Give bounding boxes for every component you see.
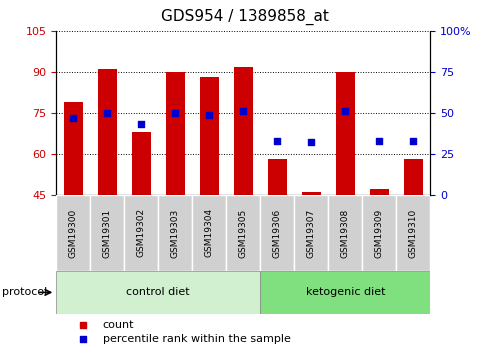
Bar (260, 271, 429, 314)
Bar (132, 132, 150, 195)
Point (69, 115, 77, 121)
Text: GSM19303: GSM19303 (170, 208, 180, 257)
Text: GSM19309: GSM19309 (374, 208, 383, 257)
Text: percentile rank within the sample: percentile rank within the sample (102, 334, 290, 344)
Point (341, 109, 348, 114)
Text: GSM19300: GSM19300 (69, 208, 78, 257)
Bar (233, 67, 252, 195)
Bar (90, 195, 124, 271)
Bar (294, 195, 327, 271)
Bar (327, 195, 362, 271)
Bar (226, 195, 260, 271)
Bar (301, 192, 320, 195)
Bar (267, 159, 286, 195)
Bar (260, 195, 294, 271)
Text: GSM19302: GSM19302 (137, 208, 145, 257)
Point (171, 110, 179, 116)
Bar (335, 72, 354, 195)
Bar (369, 189, 388, 195)
Text: GSM19301: GSM19301 (102, 208, 112, 257)
Bar (395, 195, 429, 271)
Point (79, 322, 87, 328)
Point (375, 138, 383, 144)
Point (79, 336, 87, 341)
Point (137, 122, 145, 127)
Text: GSM19306: GSM19306 (272, 208, 281, 257)
Text: count: count (102, 320, 134, 330)
Text: GSM19307: GSM19307 (306, 208, 315, 257)
Bar (98, 69, 116, 195)
Text: GSM19304: GSM19304 (204, 208, 213, 257)
Point (239, 109, 246, 114)
Text: protocol: protocol (2, 287, 48, 297)
Point (408, 138, 416, 144)
Bar (165, 72, 184, 195)
Text: GSM19305: GSM19305 (238, 208, 247, 257)
Bar (200, 78, 218, 195)
Bar (362, 195, 395, 271)
Bar (64, 102, 82, 195)
Text: GDS954 / 1389858_at: GDS954 / 1389858_at (160, 9, 328, 25)
Bar (124, 195, 158, 271)
Point (205, 112, 213, 117)
Point (273, 138, 281, 144)
Text: control diet: control diet (126, 287, 190, 297)
Bar (403, 159, 422, 195)
Bar (56, 195, 90, 271)
Bar (56, 271, 260, 314)
Text: GSM19308: GSM19308 (340, 208, 349, 257)
Point (103, 110, 111, 116)
Text: GSM19310: GSM19310 (408, 208, 417, 257)
Bar (192, 195, 226, 271)
Point (307, 140, 315, 145)
Bar (158, 195, 192, 271)
Text: ketogenic diet: ketogenic diet (305, 287, 384, 297)
